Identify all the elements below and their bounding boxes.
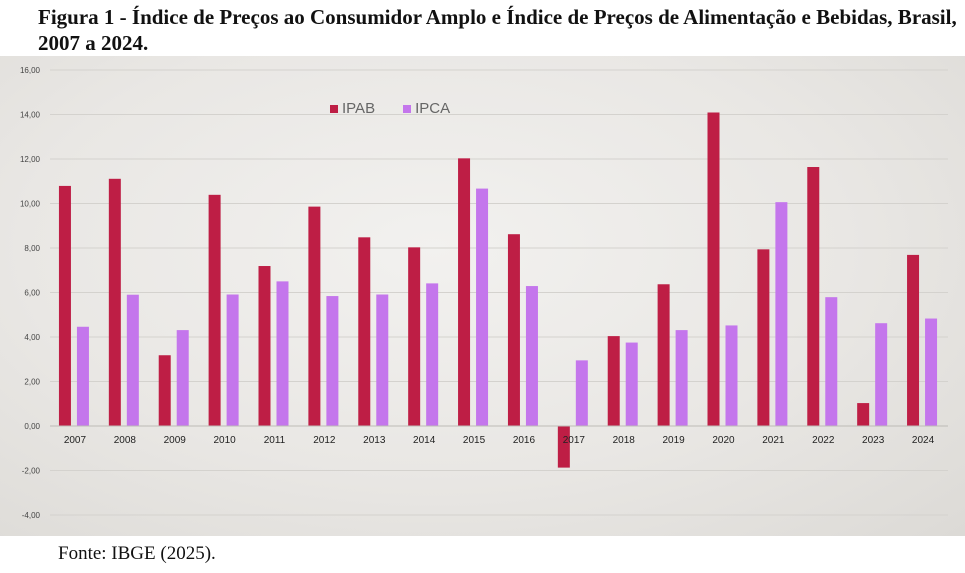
bar-ipab-2012 [308, 206, 321, 426]
bar-ipca-2021 [775, 202, 788, 426]
bar-ipab-2017 [557, 426, 570, 468]
x-tick-label: 2011 [264, 435, 286, 446]
bar-ipca-2014 [426, 283, 439, 426]
legend-label-ipca: IPCA [415, 100, 451, 117]
bar-ipca-2013 [376, 294, 389, 426]
figure-source: Fonte: IBGE (2025). [58, 543, 216, 564]
bar-ipca-2007 [76, 326, 89, 426]
y-tick-label: 14,00 [20, 111, 41, 120]
x-tick-label: 2014 [413, 435, 436, 446]
figure-title: Figura 1 - Índice de Preços ao Consumido… [38, 5, 957, 55]
bar-ipca-2015 [476, 188, 489, 426]
x-tick-label: 2021 [762, 435, 785, 446]
bar-ipab-2022 [807, 167, 820, 426]
bar-ipab-2015 [458, 158, 471, 426]
bar-ipca-2012 [326, 296, 339, 426]
bar-chart: -4,00 -2,00 0,00 2,00 4,00 6,00 8,00 10,00 12,00… [20, 66, 948, 520]
legend: IPAB IPCA [330, 100, 450, 117]
y-tick-label: -4,00 [22, 511, 41, 520]
x-tick-label: 2015 [463, 435, 486, 446]
bar-ipab-2024 [907, 254, 920, 426]
y-tick-label: 16,00 [20, 66, 41, 75]
bar-ipab-2020 [707, 112, 720, 426]
chart-panel: -4,00 -2,00 0,00 2,00 4,00 6,00 8,00 10,00 12,00… [0, 56, 965, 536]
bar-ipca-2008 [126, 294, 139, 426]
y-tick-label: 10,00 [20, 200, 41, 209]
bar-ipab-2019 [657, 284, 670, 426]
x-tick-label: 2013 [363, 435, 386, 446]
y-tick-label: -2,00 [22, 467, 41, 476]
bar-ipca-2011 [276, 281, 289, 426]
bar-ipab-2013 [358, 237, 371, 426]
x-tick-label: 2019 [662, 435, 685, 446]
legend-swatch-ipca [403, 104, 412, 113]
bar-ipab-2009 [158, 355, 171, 426]
bar-ipab-2016 [507, 234, 520, 426]
bar-ipca-2023 [875, 323, 888, 426]
bar-ipab-2014 [408, 247, 421, 426]
y-tick-label: 4,00 [24, 333, 40, 342]
bar-ipca-2019 [675, 330, 688, 426]
bar-ipab-2021 [757, 249, 770, 426]
bar-ipca-2024 [925, 318, 938, 426]
bar-ipca-2009 [176, 330, 189, 426]
x-tick-label: 2010 [213, 435, 236, 446]
bar-ipca-2020 [725, 325, 738, 426]
y-tick-label: 6,00 [24, 289, 40, 298]
legend-item-ipca: IPCA [403, 100, 450, 117]
bar-ipca-2018 [625, 342, 638, 426]
bar-ipca-2010 [226, 294, 239, 426]
y-tick-label: 8,00 [24, 244, 40, 253]
x-tick-label: 2007 [64, 435, 87, 446]
bar-ipca-2016 [525, 286, 538, 426]
x-tick-label: 2012 [313, 435, 336, 446]
legend-item-ipab: IPAB [330, 100, 375, 117]
legend-label-ipab: IPAB [342, 100, 376, 117]
legend-swatch-ipab [330, 104, 338, 113]
bar-ipab-2018 [607, 336, 620, 426]
x-tick-label: 2018 [613, 435, 636, 446]
x-tick-label: 2009 [164, 435, 187, 446]
x-tick-label: 2017 [563, 435, 586, 446]
bar-ipab-2011 [258, 266, 271, 426]
bar-ipab-2007 [58, 185, 71, 426]
bar-ipab-2010 [208, 194, 221, 426]
x-tick-label: 2024 [912, 435, 935, 446]
x-tick-label: 2020 [712, 435, 735, 446]
x-tick-label: 2008 [114, 435, 137, 446]
x-tick-label: 2016 [513, 435, 536, 446]
bar-ipab-2023 [857, 403, 870, 426]
x-tick-label: 2023 [862, 435, 885, 446]
bar-ipca-2017 [575, 360, 588, 426]
x-tick-label: 2022 [812, 435, 835, 446]
bar-ipca-2022 [825, 297, 838, 426]
bar-ipab-2008 [108, 178, 121, 426]
y-tick-label: 12,00 [20, 155, 41, 164]
y-tick-label: 2,00 [24, 378, 40, 387]
y-tick-label: 0,00 [24, 422, 40, 431]
